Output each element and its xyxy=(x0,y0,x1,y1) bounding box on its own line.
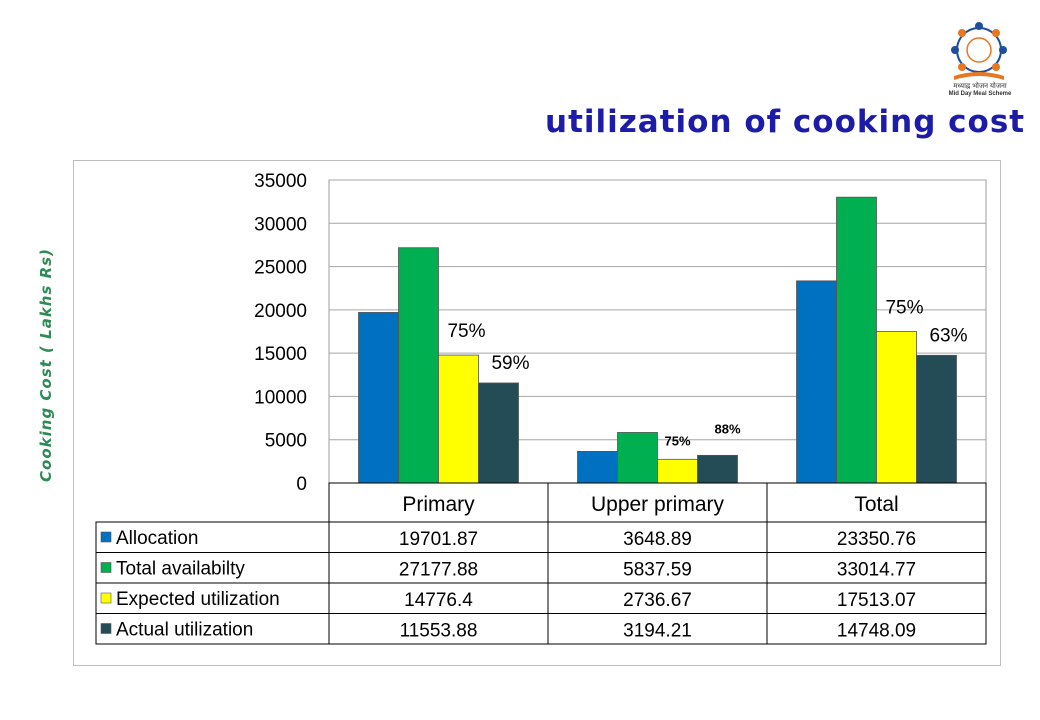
bar-annotation: 75% xyxy=(885,297,923,318)
table-cell: 5837.59 xyxy=(623,560,692,581)
bar xyxy=(398,247,439,484)
table-cell: 3194.21 xyxy=(623,621,692,642)
table-cell: 2736.67 xyxy=(623,590,692,611)
bar xyxy=(577,451,618,484)
category-label: Total xyxy=(854,493,898,516)
legend-label: Expected utilization xyxy=(116,589,280,610)
logo-hindi-text: मध्याह्न भोजन योजना xyxy=(953,83,1007,90)
y-tick-label: 5000 xyxy=(265,431,307,452)
bar-annotation: 59% xyxy=(491,353,529,374)
legend-key xyxy=(100,623,112,634)
table-cell: 27177.88 xyxy=(399,560,478,581)
legend-key xyxy=(100,592,112,604)
legend-label: Total availabilty xyxy=(116,559,245,580)
legend-label: Allocation xyxy=(116,528,198,549)
bar xyxy=(438,354,479,484)
table-cell: 23350.76 xyxy=(837,529,916,550)
bar xyxy=(796,280,837,484)
bar xyxy=(358,312,399,484)
bar xyxy=(478,382,519,484)
legend-label: Actual utilization xyxy=(116,620,253,641)
page-title: utilization of cooking cost xyxy=(545,104,1026,140)
y-tick-label: 10000 xyxy=(254,387,307,408)
bar xyxy=(617,432,658,484)
bar-annotation: 75% xyxy=(664,433,690,448)
y-tick-label: 25000 xyxy=(254,258,307,279)
bar xyxy=(657,458,698,484)
y-tick-label: 20000 xyxy=(254,301,307,322)
bar-annotation: 88% xyxy=(714,421,740,436)
category-label: Upper primary xyxy=(591,493,725,516)
table-cell: 14748.09 xyxy=(837,621,916,642)
table-cell: 17513.07 xyxy=(837,590,916,611)
bar-annotation: 63% xyxy=(929,325,967,346)
table-cell: 3648.89 xyxy=(623,529,692,550)
mid-day-meal-logo xyxy=(951,22,1007,80)
legend-key xyxy=(100,562,112,573)
table-cell: 14776.4 xyxy=(404,590,473,611)
y-tick-label: 0 xyxy=(296,474,307,495)
table-cell: 33014.77 xyxy=(837,560,916,581)
category-label: Primary xyxy=(402,493,475,516)
y-tick-label: 30000 xyxy=(254,214,307,235)
bar xyxy=(697,454,738,484)
table-cell: 11553.88 xyxy=(400,621,478,642)
bar xyxy=(836,196,877,484)
bar xyxy=(916,354,957,484)
y-tick-label: 15000 xyxy=(254,344,307,365)
bar xyxy=(876,330,917,484)
table-cell: 19701.87 xyxy=(399,529,478,550)
bar-annotation: 75% xyxy=(447,321,485,342)
y-tick-label: 35000 xyxy=(254,171,307,192)
legend-key xyxy=(100,531,112,543)
logo-english-text: Mid Day Meal Scheme xyxy=(948,91,1012,97)
